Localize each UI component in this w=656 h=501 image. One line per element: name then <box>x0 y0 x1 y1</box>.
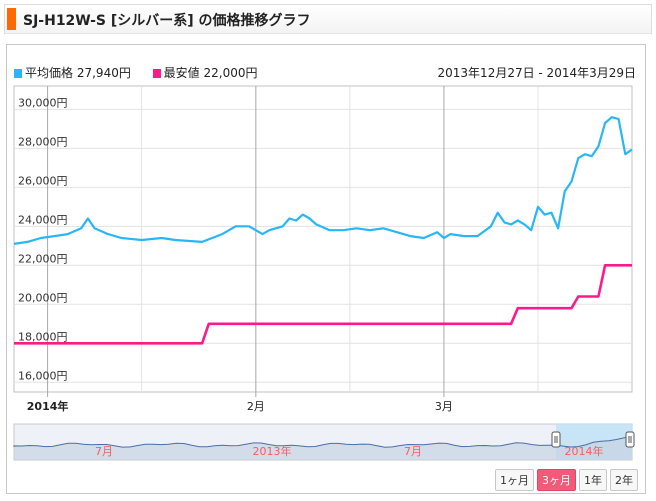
legend-item-lowest[interactable]: 最安値 22,000円 <box>152 64 258 81</box>
range-1-year-button[interactable]: 1年 <box>579 469 607 491</box>
chart-legend: 平均価格 27,940円 最安値 22,000円 <box>14 64 276 81</box>
range-2-year-button[interactable]: 2年 <box>610 469 638 491</box>
range-3-month-button[interactable]: 3ヶ月 <box>537 469 576 491</box>
legend-item-average[interactable]: 平均価格 27,940円 <box>14 64 131 81</box>
page-title: SJ-H12W-S [シルバー系] の価格推移グラフ <box>23 13 311 29</box>
title-accent-bar <box>7 8 16 30</box>
range-selector: 1ヶ月 3ヶ月 1年 2年 <box>492 469 638 491</box>
legend-label-average: 平均価格 <box>25 66 74 80</box>
date-range: 2013年12月27日 - 2014年3月29日 <box>437 66 636 80</box>
legend-value-average: 27,940円 <box>76 66 131 80</box>
range-1-month-button[interactable]: 1ヶ月 <box>495 469 534 491</box>
legend-swatch-lowest <box>152 69 161 78</box>
chart-panel <box>6 44 646 494</box>
title-bar: SJ-H12W-S [シルバー系] の価格推移グラフ <box>4 4 652 34</box>
legend-value-lowest: 22,000円 <box>203 66 258 80</box>
legend-swatch-average <box>14 69 22 78</box>
legend-label-lowest: 最安値 <box>163 66 200 80</box>
